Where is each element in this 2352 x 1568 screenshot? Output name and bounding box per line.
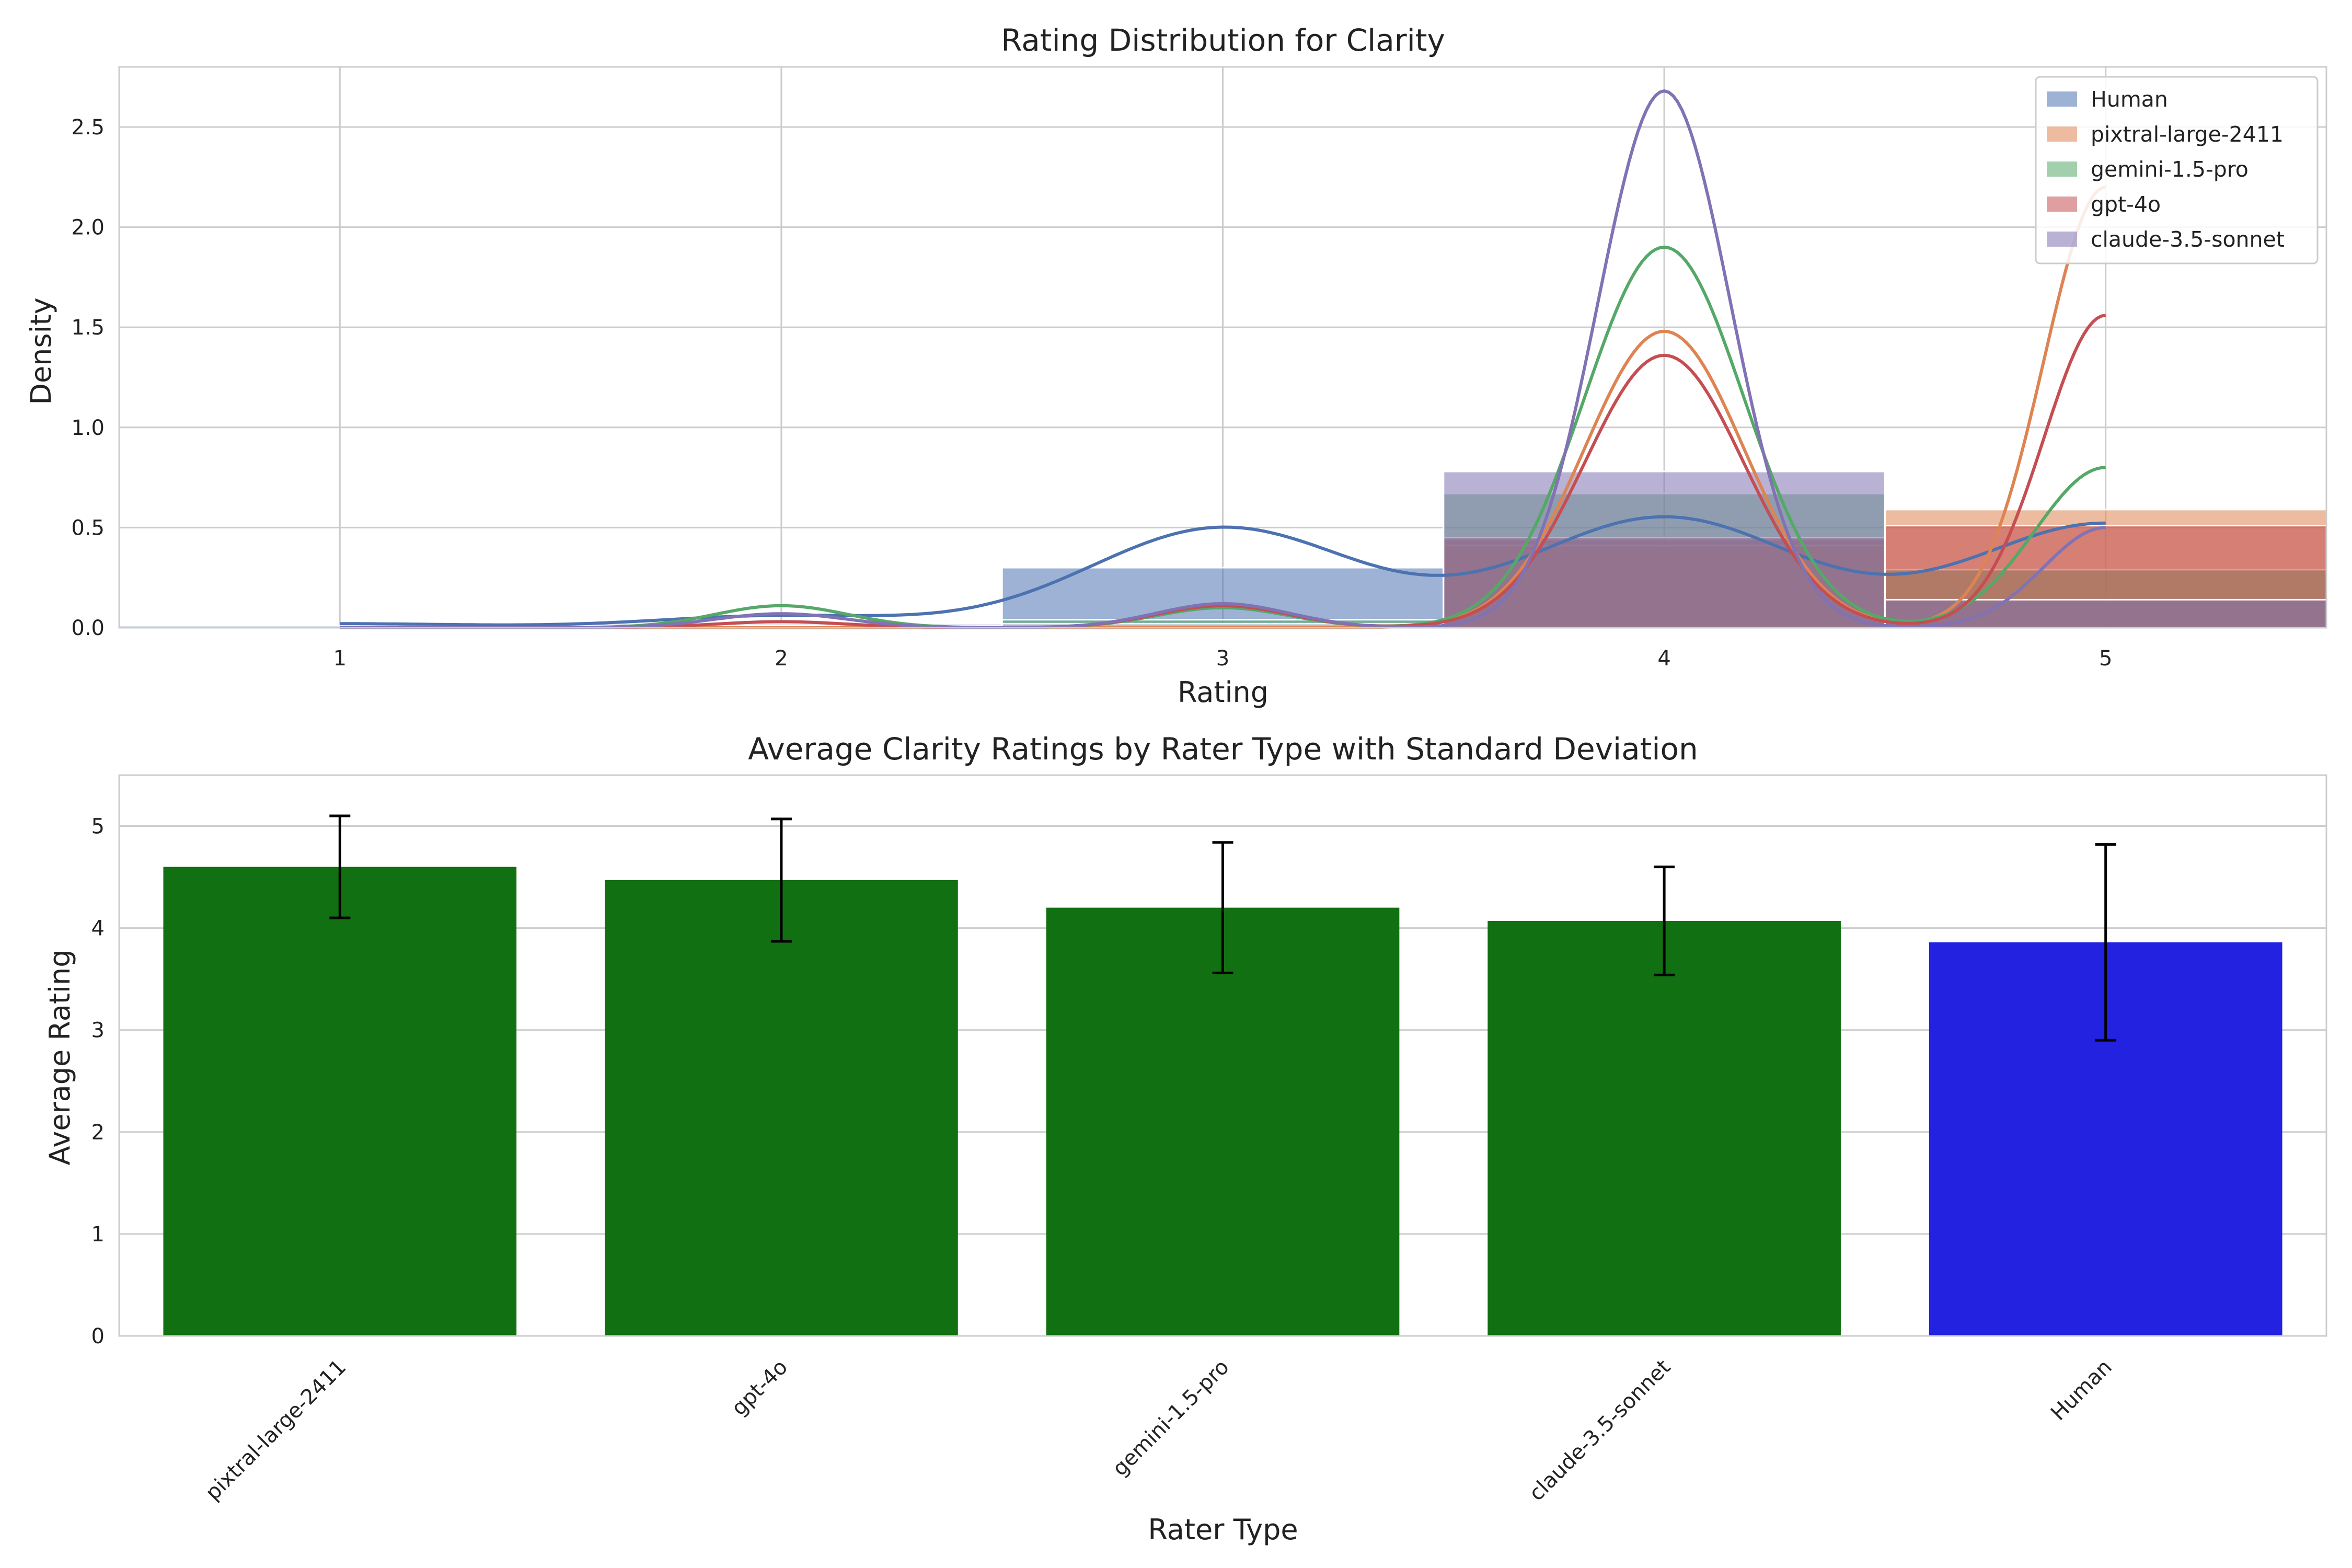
- bottom-ytick-1: 1: [91, 1223, 105, 1247]
- legend-swatch-gpt-4o: [2047, 197, 2077, 212]
- bottom-xtick-pixtral-large-2411: pixtral-large-2411: [201, 1355, 351, 1505]
- legend-swatch-claude-3.5-sonnet: [2047, 232, 2077, 247]
- legend-swatch-Human: [2047, 91, 2077, 107]
- bottom-chart-xticks: pixtral-large-2411 gpt-4o gemini-1.5-pro cl…: [201, 1355, 2116, 1506]
- hist-bar-Human-3: [1001, 567, 1445, 629]
- bar-claude-3.5-sonnet: [1488, 920, 1841, 1336]
- top-ytick-0.0: 0.0: [71, 616, 105, 640]
- bottom-chart-frame: [118, 774, 2327, 1337]
- bar-gpt-4o: [605, 880, 958, 1336]
- top-ytick-0.5: 0.5: [71, 516, 105, 540]
- bottom-xtick-gemini-1.5-pro: gemini-1.5-pro: [1108, 1355, 1234, 1481]
- top-ytick-2.0: 2.0: [71, 216, 105, 240]
- average-ratings-chart: Average Clarity Ratings by Rater Type wi…: [43, 731, 2327, 1546]
- legend-swatch-gemini-1.5-pro: [2047, 162, 2077, 177]
- kde-line-claude-3.5-sonnet: [340, 89, 2106, 629]
- top-xtick-4: 4: [1657, 647, 1670, 671]
- bottom-chart-title: Average Clarity Ratings by Rater Type wi…: [748, 731, 1698, 767]
- top-ytick-1.0: 1.0: [71, 416, 105, 440]
- bottom-chart-error-bars: [329, 814, 2116, 1042]
- bottom-ytick-0: 0: [91, 1324, 105, 1348]
- legend-label-Human: Human: [2091, 87, 2168, 112]
- bottom-xtick-Human: Human: [2046, 1355, 2117, 1426]
- legend-swatch-pixtral-large-2411: [2047, 126, 2077, 142]
- top-xtick-2: 2: [775, 647, 788, 671]
- top-xtick-5: 5: [2099, 647, 2112, 671]
- bottom-chart-yticks: 0 1 2 3 4 5: [91, 815, 105, 1348]
- bottom-chart-bars: [163, 867, 2282, 1336]
- bottom-ytick-5: 5: [91, 815, 105, 839]
- bar-pixtral-large-2411: [163, 867, 517, 1336]
- top-chart-ylabel: Density: [25, 297, 57, 405]
- bar-gemini-1.5-pro: [1046, 907, 1400, 1336]
- legend-label-gpt-4o: gpt-4o: [2091, 192, 2161, 217]
- rating-distribution-chart: Rating Distribution for Clarity Density …: [25, 22, 2327, 709]
- bottom-ytick-4: 4: [91, 917, 105, 941]
- top-chart-yticks: 0.0 0.5 1.0 1.5 2.0 2.5: [71, 116, 105, 640]
- top-ytick-1.5: 1.5: [71, 316, 105, 340]
- top-chart-frame: [118, 66, 2327, 629]
- top-xtick-3: 3: [1216, 647, 1229, 671]
- bottom-ytick-3: 3: [91, 1019, 105, 1043]
- legend-label-claude-3.5-sonnet: claude-3.5-sonnet: [2091, 227, 2285, 252]
- bottom-xtick-gpt-4o: gpt-4o: [727, 1355, 792, 1421]
- top-chart-title: Rating Distribution for Clarity: [1001, 22, 1445, 58]
- top-xtick-1: 1: [333, 647, 347, 671]
- bottom-ytick-2: 2: [91, 1121, 105, 1145]
- top-chart-xticks: 1 2 3 4 5: [333, 647, 2113, 671]
- legend-label-pixtral-large-2411: pixtral-large-2411: [2091, 122, 2284, 147]
- top-chart-xlabel: Rating: [1178, 676, 1269, 709]
- bottom-chart-xlabel: Rater Type: [1148, 1513, 1298, 1546]
- bottom-chart-ylabel: Average Rating: [43, 949, 76, 1165]
- legend-label-gemini-1.5-pro: gemini-1.5-pro: [2091, 157, 2249, 182]
- legend-box: [2035, 76, 2319, 264]
- hist-bar-claude-3.5-sonnet-4: [1443, 470, 1886, 629]
- top-chart-legend: Human pixtral-large-2411 gemini-1.5-pro gpt…: [2035, 76, 2319, 264]
- bottom-xtick-claude-3.5-sonnet: claude-3.5-sonnet: [1525, 1355, 1675, 1506]
- top-ytick-2.5: 2.5: [71, 116, 105, 140]
